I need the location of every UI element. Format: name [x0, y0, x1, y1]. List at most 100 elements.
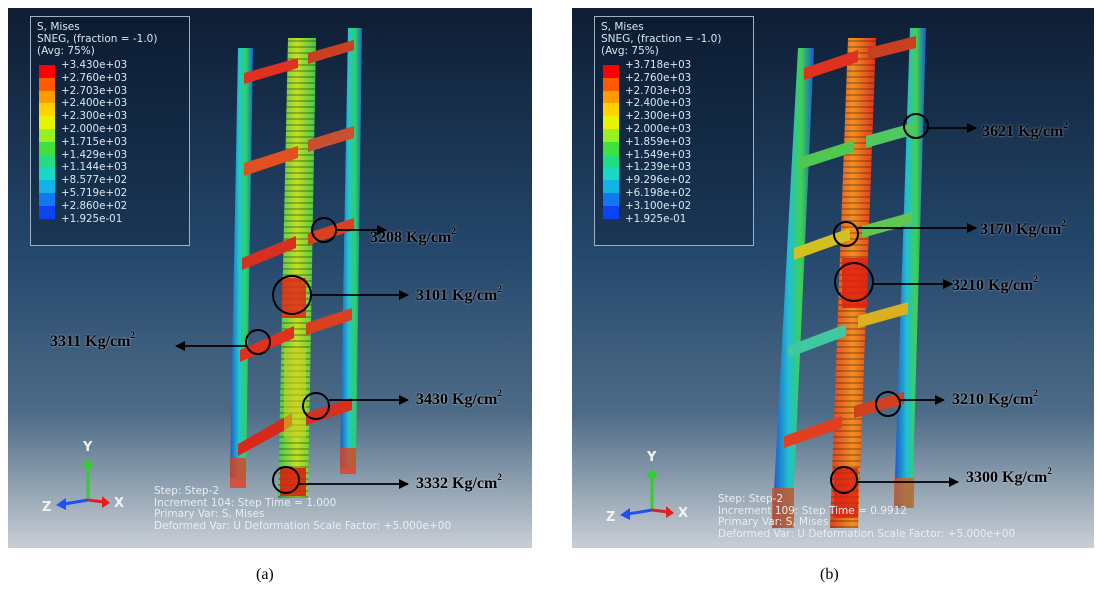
stress-unit: Kg/cm: [452, 475, 498, 492]
axis-label-x: X: [114, 496, 125, 511]
stress-value: 3621: [982, 123, 1014, 140]
color-swatch: [603, 90, 619, 104]
stress-annotation: 3101 Kg/cm2: [416, 284, 502, 305]
color-swatch: [603, 103, 619, 117]
legend-value: +2.760e+03: [625, 71, 692, 84]
stress-annotation: 3311 Kg/cm2: [50, 330, 135, 351]
stress-annotation: 3300 Kg/cm2: [966, 466, 1052, 487]
legend-value: +1.144e+03: [61, 161, 128, 174]
stress-unit: Kg/cm: [452, 287, 498, 304]
step-label: Step: Step-2: [154, 485, 220, 497]
column-right: [894, 28, 926, 508]
color-swatch: [603, 65, 619, 78]
column-left: [772, 48, 814, 528]
legend-value: +1.925e-01: [625, 212, 687, 225]
stress-value: 3311: [50, 333, 82, 350]
legend-title: S, Mises: [37, 21, 80, 33]
color-swatch: [39, 141, 55, 155]
unit-exponent: 2: [1033, 274, 1038, 284]
column-right: [340, 28, 362, 468]
color-swatch: [39, 192, 55, 206]
stress-unit: Kg/cm: [406, 229, 452, 246]
step-info: Step: Step-2 Increment 104: Step Time = …: [154, 485, 452, 532]
color-swatch: [39, 77, 55, 91]
legend-avg: (Avg: 75%): [601, 45, 659, 57]
primary-var-label: Primary Var: S, Mises: [154, 508, 265, 520]
primary-var-label: Primary Var: S, Mises: [718, 516, 829, 528]
stress-value: 3300: [966, 469, 998, 486]
color-bar: [39, 65, 55, 219]
stress-value: 3332: [416, 475, 448, 492]
increment-label: Increment 104: Step Time = 1.000: [154, 496, 337, 509]
color-swatch: [603, 116, 619, 129]
caption-a: (a): [256, 566, 274, 583]
contour-plot-panel-a: S, Mises SNEG, (fraction = -1.0) (Avg: 7…: [8, 8, 532, 548]
axis-label-y: Y: [83, 440, 93, 455]
unit-exponent: 2: [497, 472, 502, 482]
beam: [244, 58, 298, 84]
color-swatch: [39, 116, 55, 129]
color-swatch: [39, 180, 55, 193]
stress-annotation: 3170 Kg/cm2: [980, 218, 1066, 239]
deformed-var-label: Deformed Var: U Deformation Scale Factor…: [154, 519, 452, 532]
step-info: Step: Step-2 Increment 109: Step Time = …: [718, 493, 1015, 540]
color-swatch: [603, 141, 619, 155]
legend-value: +2.760e+03: [61, 71, 128, 84]
stress-unit: Kg/cm: [988, 277, 1034, 294]
unit-exponent: 2: [130, 330, 135, 340]
color-swatch: [603, 154, 619, 168]
legend-value: +2.300e+03: [61, 110, 128, 123]
stress-annotation: 3332 Kg/cm2: [416, 472, 502, 493]
legend-value: +1.549e+03: [625, 148, 692, 161]
stress-unit: Kg/cm: [1002, 469, 1048, 486]
legend-value: +1.429e+03: [61, 148, 128, 161]
step-label: Step: Step-2: [718, 493, 784, 505]
legend-value: +1.715e+03: [61, 135, 128, 148]
legend: S, Mises SNEG, (fraction = -1.0) (Avg: 7…: [30, 16, 190, 246]
stress-value: 3210: [952, 391, 984, 408]
color-swatch: [39, 154, 55, 168]
legend-value: +1.925e-01: [61, 212, 123, 225]
axis-label-z: Z: [42, 500, 52, 515]
color-swatch: [39, 167, 55, 181]
legend-subtitle: SNEG, (fraction = -1.0): [37, 33, 158, 45]
stress-annotation: 3208 Kg/cm2: [370, 226, 456, 247]
color-swatch: [603, 128, 619, 142]
caption-b: (b): [820, 566, 839, 583]
axis-label-y: Y: [647, 450, 657, 465]
legend-value: +1.239e+03: [625, 161, 692, 174]
stress-annotation: 3621 Kg/cm2: [982, 120, 1068, 141]
stress-value: 3170: [980, 221, 1012, 238]
stress-unit: Kg/cm: [1016, 221, 1062, 238]
legend-value: +3.100e+02: [625, 199, 692, 212]
legend-subtitle: SNEG, (fraction = -1.0): [601, 33, 722, 45]
stress-unit: Kg/cm: [452, 391, 498, 408]
stress-annotation: 3210 Kg/cm2: [952, 388, 1038, 409]
color-swatch: [603, 180, 619, 193]
unit-exponent: 2: [1061, 218, 1066, 228]
stress-annotation: 3430 Kg/cm2: [416, 388, 502, 409]
legend-title: S, Mises: [601, 21, 644, 33]
legend-value: +5.719e+02: [61, 187, 128, 199]
axis-label-z: Z: [606, 510, 616, 525]
unit-exponent: 2: [451, 226, 456, 236]
legend-value: +2.400e+03: [61, 97, 128, 110]
legend-value: +2.300e+03: [625, 110, 692, 123]
beam: [804, 50, 858, 80]
legend-value: +9.296e+02: [625, 174, 692, 187]
increment-label: Increment 109: Step Time = 0.9912: [718, 504, 907, 517]
stress-unit: Kg/cm: [988, 391, 1034, 408]
legend-value: +2.703e+03: [61, 84, 128, 97]
axis-triad: Y Z X: [606, 450, 692, 528]
color-swatch: [39, 103, 55, 117]
color-swatch: [603, 192, 619, 206]
stress-value: 3210: [952, 277, 984, 294]
column-left: [230, 48, 253, 478]
stress-annotation: 3210 Kg/cm2: [952, 274, 1038, 295]
stress-unit: Kg/cm: [1018, 123, 1064, 140]
color-swatch: [39, 90, 55, 104]
legend-value: +3.718e+03: [625, 59, 692, 71]
stress-value: 3101: [416, 287, 448, 304]
color-swatch: [39, 128, 55, 142]
legend-value: +2.000e+03: [625, 123, 692, 135]
